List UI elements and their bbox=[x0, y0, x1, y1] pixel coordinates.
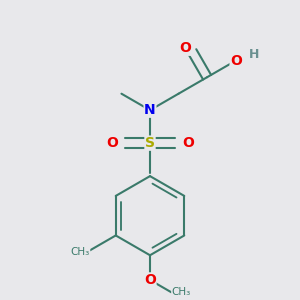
Text: H: H bbox=[249, 48, 260, 61]
Text: S: S bbox=[145, 136, 155, 150]
Text: O: O bbox=[182, 136, 194, 150]
Text: CH₃: CH₃ bbox=[172, 287, 191, 297]
Text: O: O bbox=[180, 41, 192, 55]
Text: O: O bbox=[230, 54, 242, 68]
Text: N: N bbox=[144, 103, 156, 117]
Text: O: O bbox=[106, 136, 118, 150]
Text: CH₃: CH₃ bbox=[70, 247, 90, 257]
Text: O: O bbox=[144, 273, 156, 287]
